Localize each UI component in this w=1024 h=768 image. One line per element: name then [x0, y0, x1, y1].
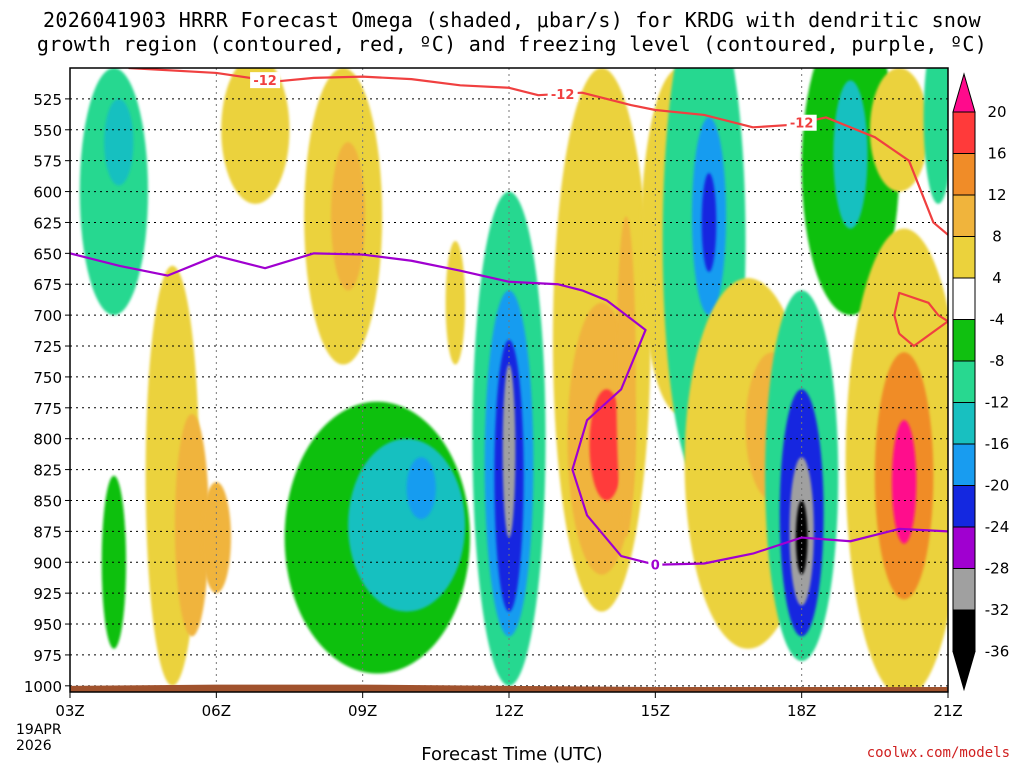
- dgz-label-0-0: -12: [253, 74, 277, 89]
- colorbar-box-5: [952, 319, 976, 362]
- y-tick-label-875: 875: [33, 523, 62, 541]
- colorbar-box-0: [952, 111, 976, 154]
- omega-cell-24: [701, 173, 717, 272]
- colorbar-label--4: -4: [990, 311, 1005, 329]
- omega-cell-36: [891, 420, 917, 544]
- omega-cell-19: [589, 389, 624, 501]
- omega-cell-32: [833, 80, 868, 229]
- colorbar-box-9: [952, 485, 976, 528]
- x-date-line-1: 19APR: [16, 722, 62, 738]
- contour-lines: 0 -12 -12 -12: [70, 68, 948, 574]
- x-tick-label-06Z: 06Z: [202, 702, 231, 720]
- colorbar-box-8: [952, 443, 976, 486]
- x-tick-label-12Z: 12Z: [494, 702, 523, 720]
- colorbar-box-1: [952, 153, 976, 196]
- omega-cell-11: [406, 457, 436, 520]
- omega-cell-6: [221, 68, 290, 204]
- x-axis-label: Forecast Time (UTC): [421, 744, 603, 765]
- chart-title: 2026041903 HRRR Forecast Omega (shaded, …: [0, 8, 1024, 56]
- omega-cell-4: [174, 413, 210, 637]
- omega-cell-10: [348, 438, 466, 612]
- colorbar-box-10: [952, 526, 976, 569]
- omega-cell-12: [445, 240, 466, 365]
- x-tick-label-15Z: 15Z: [641, 702, 670, 720]
- colorbar-label-20: 20: [987, 103, 1006, 121]
- colorbar-cap-top: [952, 72, 976, 113]
- x-tick-label-09Z: 09Z: [348, 702, 377, 720]
- colorbar-box-4: [952, 277, 976, 320]
- dgz-contour-1: [893, 291, 948, 348]
- dgz-label-0-2-bg: [786, 114, 817, 131]
- colorbar-box-12: [952, 609, 976, 652]
- colorbar-label-4: 4: [992, 269, 1002, 287]
- y-tick-label-725: 725: [33, 338, 62, 356]
- y-tick-label-925: 925: [33, 585, 62, 603]
- dgz-label-0-2: -12: [790, 117, 814, 132]
- colorbar-label-8: 8: [992, 228, 1002, 246]
- omega-cell-8: [330, 142, 366, 291]
- freezing-level-line: [70, 252, 948, 566]
- x-axis: 03Z 06Z 09Z 12Z 15Z 18Z 21Z: [55, 692, 963, 720]
- colorbar-label--36: -36: [985, 643, 1010, 661]
- colorbar-label--28: -28: [985, 560, 1010, 578]
- omega-cell-37: [923, 68, 948, 204]
- y-tick-label-650: 650: [33, 245, 62, 263]
- colorbar-box-3: [952, 236, 976, 279]
- y-axis: 525 550 575 600 625 650 675 700 725 750 775 800 825 8…: [24, 91, 70, 696]
- colorbar-label--8: -8: [990, 352, 1005, 370]
- x-date-line-2: 2026: [16, 738, 52, 754]
- y-tick-label-525: 525: [33, 91, 62, 109]
- title-line-2: growth region (contoured, red, ºC) and f…: [36, 32, 988, 56]
- dgz-label-0-1-bg: [547, 85, 578, 102]
- omega-cell-1: [104, 98, 134, 186]
- colorbar: 20 16 12 8 4 -4 -8 -12 -16 -20 -24 -28 -32 -36: [952, 72, 1010, 692]
- colorbar-label-16: 16: [987, 145, 1006, 163]
- y-tick-label-750: 750: [33, 369, 62, 387]
- colorbar-label--20: -20: [985, 477, 1010, 495]
- y-tick-label-775: 775: [33, 400, 62, 418]
- colorbar-label--16: -16: [985, 435, 1010, 453]
- colorbar-label--24: -24: [985, 518, 1010, 536]
- colorbar-box-11: [952, 568, 976, 611]
- y-tick-label-950: 950: [33, 616, 62, 634]
- y-tick-label-700: 700: [33, 307, 62, 325]
- y-tick-label-600: 600: [33, 184, 62, 202]
- y-tick-label-675: 675: [33, 276, 62, 294]
- terrain-fill: [70, 684, 948, 692]
- topography: [70, 684, 948, 692]
- y-tick-label-850: 850: [33, 492, 62, 510]
- freezing-level-label: 0: [651, 559, 660, 574]
- dgz-label-0-1: -12: [551, 88, 575, 103]
- dgz-label-0-0-bg: [250, 72, 281, 89]
- colorbar-label--12: -12: [985, 394, 1010, 412]
- colorbar-box-2: [952, 194, 976, 237]
- y-tick-label-800: 800: [33, 431, 62, 449]
- x-tick-label-03Z: 03Z: [55, 702, 84, 720]
- omega-cell-16: [502, 364, 516, 538]
- y-tick-label-575: 575: [33, 153, 62, 171]
- y-tick-label-900: 900: [33, 554, 62, 572]
- y-tick-label-1000: 1000: [24, 678, 62, 696]
- colorbar-box-6: [952, 360, 976, 403]
- title-line-1: 2026041903 HRRR Forecast Omega (shaded, …: [43, 8, 981, 32]
- colorbar-box-7: [952, 402, 976, 445]
- freezing-level-label-bg: [648, 556, 663, 573]
- colorbar-label-12: 12: [987, 186, 1006, 204]
- y-tick-label-825: 825: [33, 462, 62, 480]
- y-tick-label-625: 625: [33, 214, 62, 232]
- colorbar-cap-bottom: [952, 651, 976, 692]
- x-tick-label-21Z: 21Z: [933, 702, 962, 720]
- credit-link[interactable]: coolwx.com/models: [866, 745, 1010, 761]
- y-tick-label-550: 550: [33, 122, 62, 140]
- dgz-contour-0: [128, 68, 948, 236]
- y-tick-label-975: 975: [33, 647, 62, 665]
- grid-lines: [70, 68, 948, 692]
- x-tick-label-18Z: 18Z: [787, 702, 816, 720]
- colorbar-label--32: -32: [985, 601, 1010, 619]
